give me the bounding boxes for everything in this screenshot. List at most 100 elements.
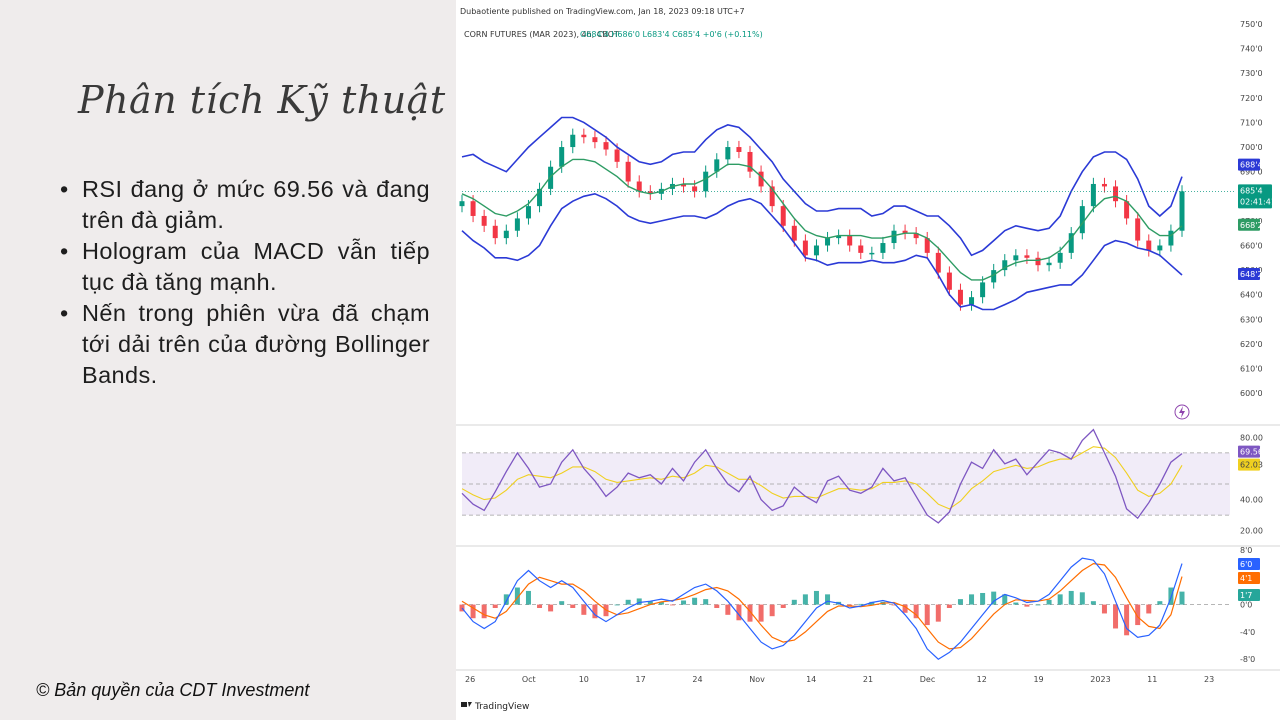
- candle-body: [1113, 186, 1119, 202]
- time-tick-label: 12: [977, 675, 987, 684]
- rsi-tick-label: 80.00: [1240, 433, 1263, 442]
- badge-basis: 668'2: [1240, 221, 1263, 230]
- price-tick-label: 740'0: [1240, 45, 1263, 54]
- macd-tick-label: 8'0: [1240, 546, 1252, 555]
- candle-body: [459, 201, 465, 207]
- candle-body: [946, 272, 952, 290]
- badge-basis-bg: [1238, 218, 1260, 231]
- badge-countdown: 02:41:41: [1240, 197, 1276, 206]
- rsi-tick-label: 40.00: [1240, 496, 1263, 505]
- macd-histogram-bar: [924, 604, 930, 626]
- candle-body: [1146, 240, 1152, 251]
- candle-body: [924, 238, 930, 253]
- lightning-icon[interactable]: [1174, 404, 1190, 420]
- candle-body: [869, 252, 875, 255]
- candle-body: [847, 235, 853, 246]
- macd-histogram-bar: [913, 604, 919, 619]
- macd-histogram-bar: [592, 604, 598, 619]
- macd-histogram-bar: [813, 590, 819, 605]
- macd-histogram-bar: [559, 601, 565, 605]
- macd-histogram-bar: [614, 604, 620, 606]
- candle-body: [1157, 245, 1163, 251]
- candle-body: [481, 215, 487, 226]
- macd-histogram-bar: [525, 590, 531, 605]
- macd-histogram-bar: [1146, 604, 1152, 614]
- candle-body: [913, 233, 919, 239]
- candle-body: [880, 243, 886, 253]
- macd-histogram-bar: [1113, 604, 1119, 629]
- candle-body: [570, 134, 576, 148]
- macd-histogram-bar: [1046, 599, 1052, 605]
- candle-body: [1090, 183, 1096, 207]
- price-tick-label: 630'0: [1240, 315, 1263, 324]
- candle-body: [747, 151, 753, 172]
- badge-macd-signal: 4'1: [1240, 574, 1252, 583]
- candle-body: [1057, 252, 1063, 263]
- macd-histogram-bar: [570, 604, 576, 608]
- tradingview-chart-panel: Dubaotiente published on TradingView.com…: [456, 0, 1280, 720]
- price-tick-label: 750'0: [1240, 20, 1263, 29]
- candle-body: [813, 245, 819, 256]
- macd-signal-line: [461, 562, 1183, 650]
- macd-histogram-bar: [891, 604, 897, 606]
- candle-body: [470, 201, 476, 216]
- macd-histogram-bar: [1079, 592, 1085, 605]
- price-tick-label: 620'0: [1240, 340, 1263, 349]
- candle-body: [769, 186, 775, 207]
- time-tick-label: 17: [636, 675, 646, 684]
- slide-text-panel: Phân tích Kỹ thuật RSI đang ở mức 69.56 …: [0, 0, 456, 720]
- time-tick-label: 19: [1033, 675, 1043, 684]
- macd-histogram-bar: [681, 600, 687, 605]
- macd-histogram-bar: [669, 604, 675, 606]
- candle-body: [625, 161, 631, 182]
- badge-lower-band-bg: [1238, 268, 1260, 281]
- price-tick-label: 610'0: [1240, 365, 1263, 374]
- macd-pane: 8'0 0'0 -4'0 -8'0 6'0 4'1 1'7: [456, 545, 1280, 664]
- price-tick-label: 600'0: [1240, 389, 1263, 398]
- price-tick-label: 660'0: [1240, 241, 1263, 250]
- macd-histogram-bar: [825, 594, 831, 605]
- chart-canvas: Dubaotiente published on TradingView.com…: [456, 7, 1280, 712]
- macd-histogram-bar: [1068, 590, 1074, 605]
- time-tick-label: Nov: [749, 675, 765, 684]
- macd-histogram-bar: [725, 604, 731, 615]
- macd-histogram-bar: [935, 604, 941, 622]
- macd-histogram-bar: [636, 598, 642, 605]
- price-tick-label: 710'0: [1240, 118, 1263, 127]
- badge-macd-hist: 1'7: [1240, 591, 1252, 600]
- candle-body: [581, 134, 587, 138]
- badge-macd: 6'0: [1240, 560, 1252, 569]
- candle-body: [980, 282, 986, 298]
- candle-body: [1024, 255, 1030, 258]
- bollinger-lower-band: [461, 192, 1183, 311]
- macd-histogram-bar: [1035, 604, 1041, 606]
- macd-histogram-bar: [492, 604, 498, 608]
- macd-histogram-bar: [769, 604, 775, 617]
- rsi-tick-label: 20.00: [1240, 527, 1263, 536]
- time-tick-label: Dec: [920, 675, 935, 684]
- macd-histogram-bar: [537, 604, 543, 608]
- candle-body: [858, 245, 864, 253]
- badge-rsi-bg: [1238, 445, 1260, 458]
- time-tick-label: 26: [465, 675, 475, 684]
- price-tick-label: 720'0: [1240, 94, 1263, 103]
- candle-body: [991, 270, 997, 283]
- candle-body: [725, 147, 731, 160]
- macd-histogram-bar: [858, 603, 864, 605]
- macd-histogram-bar: [470, 604, 476, 619]
- macd-histogram-bar: [481, 604, 487, 619]
- badge-rsi-signal-bg: [1238, 458, 1260, 471]
- candle-body: [525, 206, 531, 219]
- macd-histogram-bar: [514, 587, 520, 605]
- macd-histogram-bar: [1024, 604, 1030, 607]
- candle-body: [1101, 183, 1107, 187]
- bullet-item-bollinger: Nến trong phiên vừa đã chạm tới dải trên…: [60, 298, 430, 391]
- candle-body: [559, 147, 565, 167]
- candle-body: [1135, 218, 1141, 241]
- macd-histogram-bar: [625, 599, 631, 605]
- macd-histogram-bar: [503, 594, 509, 605]
- candle-body: [969, 297, 975, 305]
- tradingview-logo-icon: [461, 702, 472, 707]
- candle-body: [1168, 230, 1174, 246]
- macd-histogram-bar: [1002, 594, 1008, 605]
